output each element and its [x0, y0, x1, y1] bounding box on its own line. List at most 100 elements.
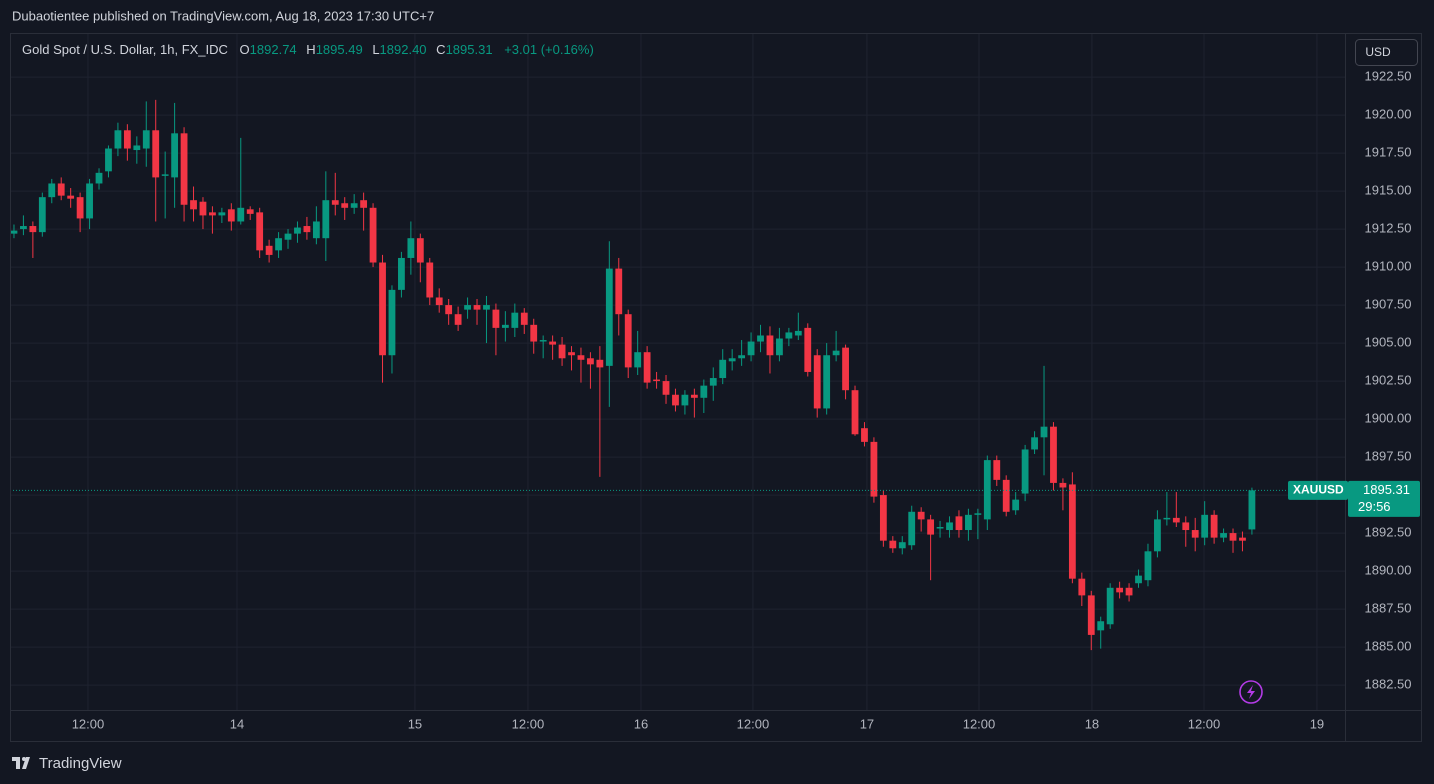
symbol-title: Gold Spot / U.S. Dollar, 1h, FX_IDC	[22, 42, 228, 57]
candle-body	[10, 230, 18, 234]
candle-body	[709, 378, 717, 386]
candle-body	[1220, 533, 1227, 538]
candle-body	[48, 183, 56, 198]
candle-body	[133, 145, 141, 151]
candle-body	[492, 309, 500, 328]
candle-body	[728, 358, 736, 362]
y-tick-label: 1910.00	[1365, 259, 1412, 274]
alert-bolt[interactable]	[1247, 685, 1255, 699]
candle-body	[908, 511, 916, 546]
candle-body	[1087, 595, 1095, 635]
candle-body	[416, 238, 424, 263]
candle-body	[851, 390, 859, 435]
candle-body	[105, 148, 112, 172]
candle-body	[1050, 426, 1057, 483]
candle-body	[946, 522, 953, 531]
candle-body	[804, 327, 812, 372]
candle-body	[1191, 530, 1199, 538]
candle-body	[180, 133, 188, 205]
x-tick-label: 12:00	[72, 716, 105, 731]
candle-body	[615, 268, 623, 315]
candle-body	[653, 379, 660, 382]
candle-body	[20, 226, 27, 230]
y-tick-label: 1902.50	[1365, 373, 1412, 388]
candle-body	[256, 212, 264, 251]
candle-body	[1172, 517, 1180, 523]
candle-body	[379, 262, 386, 356]
ohlc-label: H	[306, 42, 315, 57]
y-tick-label: 1907.50	[1365, 297, 1412, 312]
ohlc-value: 1895.31	[446, 42, 493, 57]
legend-header: Gold Spot / U.S. Dollar, 1h, FX_IDC O189…	[22, 42, 594, 57]
symbol-tag	[1288, 480, 1348, 500]
candle-body	[1116, 587, 1124, 593]
candle-body	[331, 200, 339, 205]
candle-body	[426, 262, 434, 298]
candle-body	[738, 355, 746, 359]
y-tick-label: 1897.50	[1365, 449, 1412, 464]
x-tick-label: 17	[860, 716, 874, 731]
candle-body	[1031, 437, 1038, 450]
candle-body	[520, 312, 528, 325]
y-tick-label: 1887.50	[1365, 601, 1412, 616]
candle-body	[558, 344, 566, 359]
candle-body	[1144, 551, 1152, 581]
candle-body	[57, 183, 65, 196]
candle-body	[747, 341, 755, 356]
candle-body	[681, 394, 689, 406]
candle-body	[123, 130, 131, 149]
candle-body	[1106, 587, 1114, 625]
candle-body	[511, 312, 519, 328]
ohlc-value: 1895.49	[316, 42, 363, 57]
candle-body	[965, 514, 972, 531]
symbol-tag-label: XAUUSD	[1293, 483, 1344, 497]
candle-body	[445, 305, 453, 315]
candle-body	[322, 200, 330, 239]
candle-body	[643, 352, 651, 383]
countdown-label: 29:56	[1358, 499, 1391, 514]
candle-body	[539, 340, 547, 342]
candle-body	[284, 233, 292, 240]
candle-body	[605, 268, 613, 366]
candle-body	[766, 335, 774, 356]
currency-label[interactable]: USD	[1365, 45, 1391, 59]
candle-body	[454, 314, 462, 325]
y-tick-label: 1892.50	[1365, 525, 1412, 540]
publisher-line: Dubaotientee published on TradingView.co…	[12, 8, 434, 23]
x-tick-label: 14	[230, 716, 244, 731]
plot	[10, 33, 1345, 710]
candle-body	[209, 212, 216, 216]
candle-body	[983, 460, 991, 520]
candle-body	[861, 428, 868, 442]
candle-body	[227, 209, 235, 222]
x-tick-label: 18	[1085, 716, 1099, 731]
x-tick-label: 12:00	[1188, 716, 1221, 731]
candle-body	[190, 200, 197, 210]
candle-body	[1163, 517, 1171, 520]
candle-body	[38, 197, 46, 233]
candle-body	[1239, 537, 1246, 541]
alert-circle[interactable]	[1239, 680, 1263, 704]
candle-body	[587, 358, 594, 365]
candle-body	[1012, 499, 1020, 511]
alert-icon[interactable]	[1239, 680, 1263, 704]
y-tick-label: 1915.00	[1365, 183, 1412, 198]
candle-body	[501, 324, 509, 328]
candle-body	[1229, 533, 1237, 541]
candle-body	[67, 195, 75, 199]
candle-body	[246, 209, 254, 214]
candle-body	[294, 227, 301, 234]
candle-body	[917, 511, 925, 520]
ohlc-value: 1892.40	[380, 42, 427, 57]
chart-frame	[10, 33, 1422, 742]
candle-body	[95, 172, 103, 184]
candle-body	[86, 183, 93, 219]
price-tag	[1348, 480, 1420, 517]
ohlc-label: C	[436, 42, 445, 57]
currency-button[interactable]	[1355, 39, 1418, 66]
candle-body	[955, 516, 963, 531]
candle-body	[360, 200, 368, 208]
y-tick-label: 1920.00	[1365, 107, 1412, 122]
